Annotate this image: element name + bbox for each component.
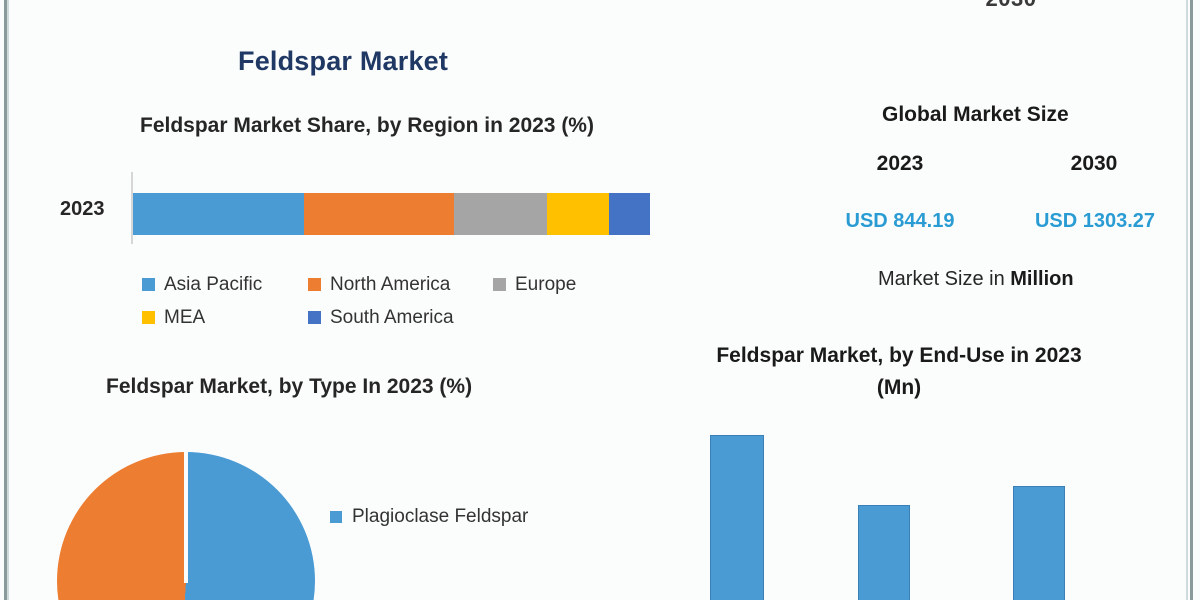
global-market-size-unit-prefix: Market Size in: [878, 268, 1011, 290]
global-market-size-base-year: 2023: [876, 152, 924, 175]
legend-label-plagioclase-feldspar: Plagioclase Feldspar: [352, 506, 529, 527]
legend-swatch-europe: [493, 278, 506, 291]
frame-border-left-inner: [7, 0, 9, 600]
region-segment-south-america: [608, 193, 650, 235]
enduse-chart-title: Feldspar Market, by End-Use in 2023 (Mn): [663, 340, 1135, 404]
legend-label-europe: Europe: [515, 273, 577, 295]
region-segment-europe: [453, 193, 547, 235]
region-legend-item-europe: Europe: [493, 274, 678, 296]
region-legend-item-mea: MEA: [142, 307, 308, 329]
type-chart-legend: Plagioclase Feldspar: [330, 506, 528, 528]
legend-label-asia-pacific: Asia Pacific: [164, 273, 263, 295]
region-chart-title: Feldspar Market Share, by Region in 2023…: [140, 114, 594, 137]
enduse-chart-title-line2: (Mn): [876, 376, 922, 399]
enduse-bar-1: [710, 435, 764, 600]
region-legend-item-south-america: South America: [308, 307, 493, 329]
region-stacked-bar: [133, 193, 650, 235]
global-market-size-forecast-year: 2030: [1070, 152, 1118, 175]
global-market-size-unit-emphasis: Million: [1010, 268, 1074, 290]
enduse-chart-title-line1: Feldspar Market, by End-Use in 2023: [716, 344, 1082, 367]
region-legend-item-asia-pacific: Asia Pacific: [142, 274, 308, 296]
frame-border-right: [1190, 0, 1193, 600]
legend-swatch-north-america: [308, 278, 321, 291]
enduse-bar-chart: [690, 405, 1130, 600]
legend-swatch-asia-pacific: [142, 278, 155, 291]
frame-border-left: [4, 0, 7, 600]
frame-border-right-inner: [1186, 0, 1188, 600]
type-pie-divider: [184, 452, 188, 583]
region-legend-row: Asia Pacific North America Europe: [142, 268, 702, 301]
enduse-bar-3: [1013, 485, 1065, 600]
region-chart-category-label: 2023: [60, 198, 105, 220]
global-market-size-title: Global Market Size: [882, 103, 1069, 126]
region-chart-legend: Asia Pacific North America Europe MEA South …: [142, 268, 702, 334]
legend-swatch-mea: [142, 311, 155, 324]
type-chart-title: Feldspar Market, by Type In 2023 (%): [106, 375, 473, 398]
region-segment-mea: [546, 193, 609, 235]
global-market-size-base-value: USD 844.19: [845, 210, 955, 232]
region-segment-asia-pacific: [133, 193, 304, 235]
page-title: Feldspar Market: [238, 46, 449, 76]
enduse-bar-2: [858, 505, 910, 600]
region-segment-north-america: [303, 193, 454, 235]
type-pie-chart: [57, 452, 315, 600]
region-legend-item-north-america: North America: [308, 274, 493, 296]
region-legend-row: MEA South America: [142, 301, 702, 334]
global-market-size-unit: Market Size in Million: [878, 268, 1074, 291]
legend-swatch-plagioclase-feldspar: [330, 511, 342, 523]
legend-label-north-america: North America: [330, 273, 451, 295]
region-chart-y-axis: [131, 172, 133, 244]
legend-swatch-south-america: [308, 311, 321, 324]
legend-label-south-america: South America: [330, 306, 454, 328]
clipped-top-year-label: 2030: [956, 0, 1066, 12]
global-market-size-forecast-value: USD 1303.27: [1034, 210, 1156, 232]
legend-label-mea: MEA: [164, 306, 206, 328]
